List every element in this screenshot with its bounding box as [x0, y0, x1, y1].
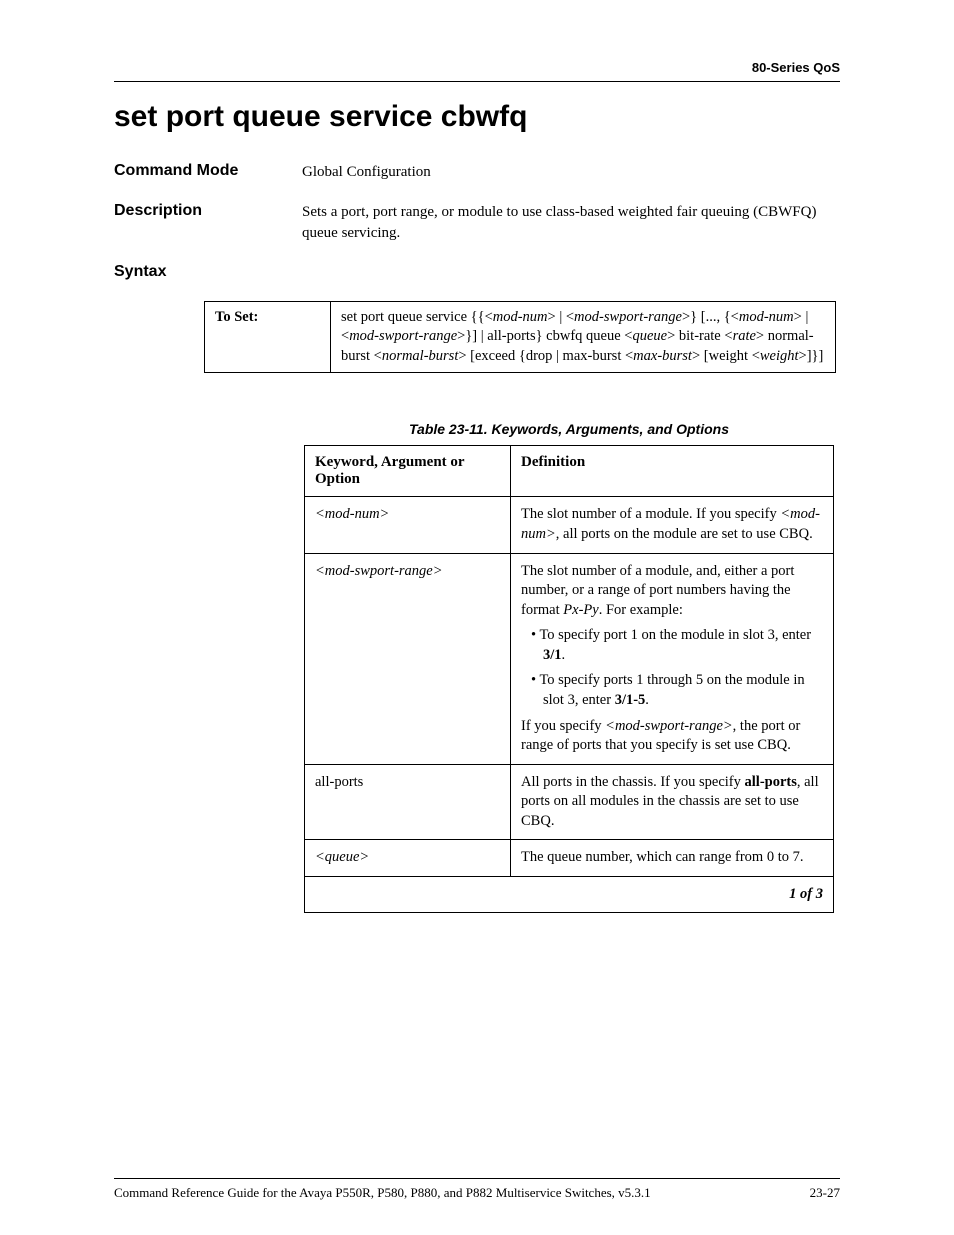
syntax-table: To Set: set port queue service {{<mod-nu…: [204, 301, 836, 374]
def-footer-row: 1 of 3: [305, 876, 834, 913]
table-row: all-portsAll ports in the chassis. If yo…: [305, 764, 834, 840]
table-row: <queue>The queue number, which can range…: [305, 840, 834, 877]
definition-cell: The slot number of a module. If you spec…: [511, 497, 834, 553]
def-footer-cell: 1 of 3: [305, 876, 834, 913]
footer-rule: [114, 1178, 840, 1179]
keyword-cell: <queue>: [305, 840, 511, 877]
definition-cell: The queue number, which can range from 0…: [511, 840, 834, 877]
document-page: 80-Series QoS set port queue service cbw…: [0, 0, 954, 1235]
keyword-cell: all-ports: [305, 764, 511, 840]
syntax-to-set-value: set port queue service {{<mod-num> | <mo…: [331, 301, 836, 373]
def-table-caption: Table 23-11. Keywords, Arguments, and Op…: [304, 421, 834, 437]
footer-line: Command Reference Guide for the Avaya P5…: [114, 1185, 840, 1201]
keyword-cell: <mod-swport-range>: [305, 553, 511, 764]
command-mode-row: Command Mode Global Configuration: [114, 162, 840, 182]
definition-cell: The slot number of a module, and, either…: [511, 553, 834, 764]
command-mode-value: Global Configuration: [302, 162, 840, 182]
syntax-label: Syntax: [114, 263, 302, 281]
header-rule: [114, 81, 840, 82]
page-footer: Command Reference Guide for the Avaya P5…: [114, 1178, 840, 1201]
footer-left: Command Reference Guide for the Avaya P5…: [114, 1185, 651, 1201]
table-row: <mod-num>The slot number of a module. If…: [305, 497, 834, 553]
description-value: Sets a port, port range, or module to us…: [302, 202, 840, 243]
keyword-cell: <mod-num>: [305, 497, 511, 553]
syntax-to-set-label: To Set:: [205, 301, 331, 373]
syntax-table-row: To Set: set port queue service {{<mod-nu…: [205, 301, 836, 373]
description-label: Description: [114, 202, 302, 243]
footer-right: 23-27: [810, 1185, 840, 1201]
definition-table: Keyword, Argument or Option Definition <…: [304, 445, 834, 913]
table-row: <mod-swport-range>The slot number of a m…: [305, 553, 834, 764]
description-row: Description Sets a port, port range, or …: [114, 202, 840, 243]
command-mode-label: Command Mode: [114, 162, 302, 182]
syntax-row: Syntax: [114, 263, 840, 281]
def-col1-header: Keyword, Argument or Option: [305, 446, 511, 497]
def-col2-header: Definition: [511, 446, 834, 497]
page-title: set port queue service cbwfq: [114, 100, 840, 134]
syntax-value: [302, 263, 840, 281]
def-header-row: Keyword, Argument or Option Definition: [305, 446, 834, 497]
running-header: 80-Series QoS: [114, 60, 840, 75]
definition-cell: All ports in the chassis. If you specify…: [511, 764, 834, 840]
